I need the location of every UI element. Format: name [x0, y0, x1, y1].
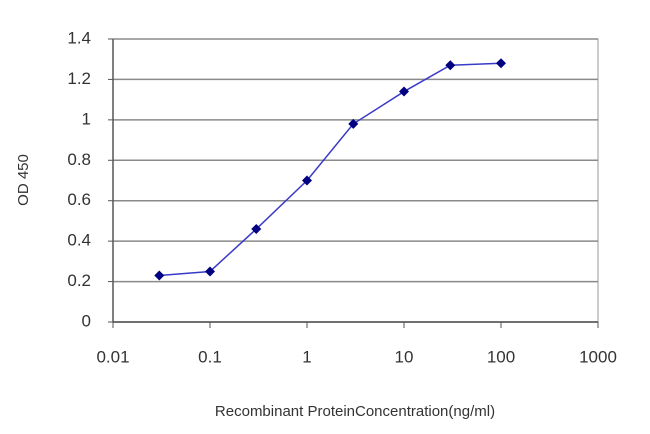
data-point	[348, 118, 359, 129]
data-point	[154, 270, 165, 281]
y-tick-label: 0.4	[67, 231, 91, 250]
x-tick-label: 1000	[579, 347, 617, 366]
y-tick-label: 1	[82, 109, 91, 128]
y-tick-label: 0.6	[67, 190, 91, 209]
data-point	[205, 266, 215, 277]
x-axis-title: Recombinant ProteinConcentration(ng/ml)	[215, 403, 495, 420]
series-line	[159, 62, 502, 277]
data-point	[251, 224, 262, 235]
plot-area	[112, 38, 599, 323]
x-tick-label: 0.01	[96, 347, 129, 366]
x-tick-label: 100	[487, 347, 515, 366]
y-tick-label: 1.4	[67, 28, 91, 47]
y-axis-title: OD 450	[15, 154, 32, 206]
data-point	[302, 175, 312, 186]
y-tick-label: 1.2	[67, 69, 91, 88]
x-tick-label: 1	[302, 347, 311, 366]
data-point	[445, 60, 456, 71]
x-tick-label: 0.1	[198, 347, 222, 366]
data-point	[496, 58, 506, 69]
data-point	[399, 86, 409, 97]
y-tick-label: 0.8	[67, 150, 91, 169]
y-tick-label: 0.2	[67, 271, 91, 290]
y-tick-label: 0	[82, 311, 91, 330]
x-tick-label: 10	[395, 347, 414, 366]
